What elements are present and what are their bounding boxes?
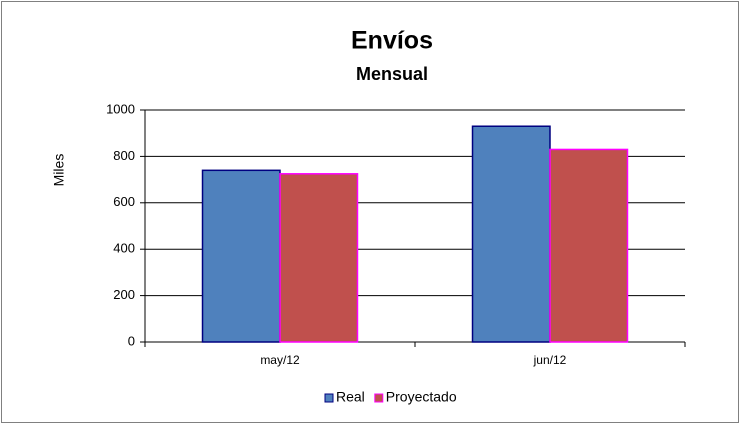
bar: [279, 173, 359, 343]
legend-label: Proyectado: [386, 389, 457, 405]
y-axis-label: Miles: [51, 154, 67, 187]
chart-title: Envíos: [351, 27, 433, 55]
chart-subtitle: Mensual: [356, 64, 428, 84]
x-tick-label: may/12: [260, 353, 300, 367]
bar: [471, 125, 551, 343]
y-tick-label: 200: [113, 287, 135, 302]
y-tick-label: 800: [113, 148, 135, 163]
y-tick-label: 600: [113, 194, 135, 209]
y-tick-label: 400: [113, 241, 135, 256]
x-tick-label: jun/12: [533, 353, 567, 367]
legend-swatch: [324, 393, 334, 403]
y-tick-label: 1000: [106, 101, 135, 116]
legend-swatch: [374, 393, 384, 403]
bar: [549, 148, 629, 343]
legend-label: Real: [336, 389, 365, 405]
y-tick-label: 0: [128, 333, 135, 348]
bar: [201, 169, 281, 343]
